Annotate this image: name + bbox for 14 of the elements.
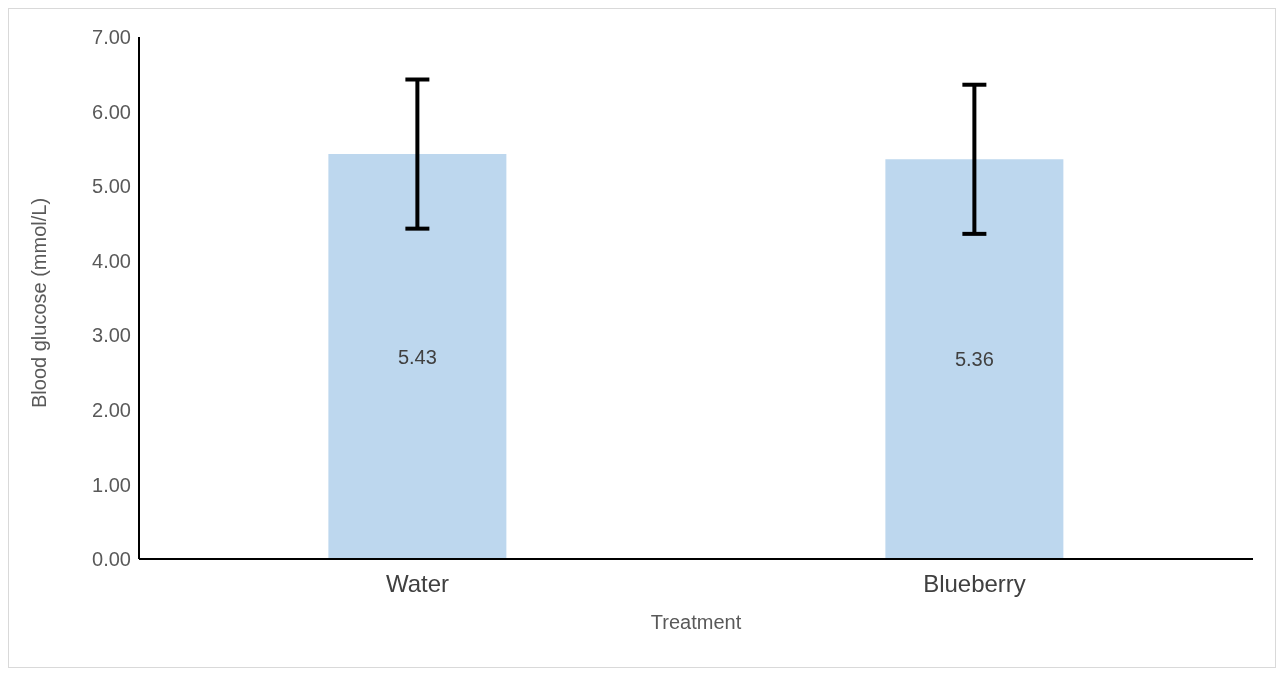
x-axis-title: Treatment <box>650 611 742 633</box>
y-tick-label: 6.00 <box>92 100 131 123</box>
x-tick-label: Blueberry <box>923 570 1026 598</box>
y-tick-label: 4.00 <box>92 249 131 272</box>
y-axis-title: Blood glucose (mmol/L) <box>28 197 51 408</box>
y-tick-label: 3.00 <box>92 324 131 347</box>
y-tick-label: 1.00 <box>92 473 131 496</box>
y-tick-label: 0.00 <box>92 548 131 571</box>
data-label: 5.43 <box>397 345 437 368</box>
y-tick-label: 7.00 <box>92 26 131 49</box>
data-label: 5.36 <box>954 348 994 371</box>
x-tick-label: Water <box>385 570 450 598</box>
y-tick-label: 2.00 <box>92 398 131 421</box>
y-tick-label: 5.00 <box>92 175 131 198</box>
